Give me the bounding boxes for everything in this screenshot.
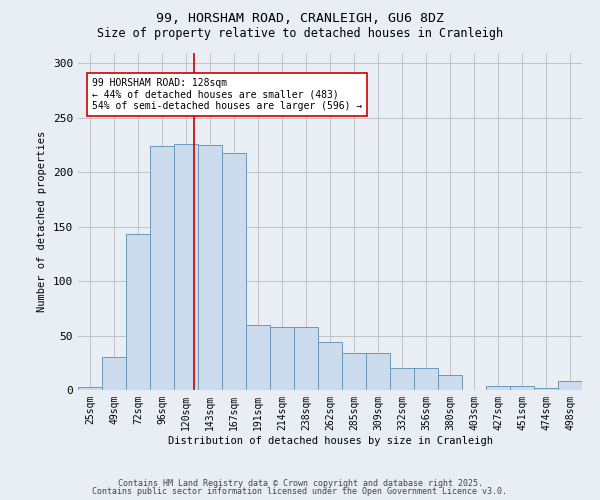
Text: Size of property relative to detached houses in Cranleigh: Size of property relative to detached ho…: [97, 28, 503, 40]
Text: 99 HORSHAM ROAD: 128sqm
← 44% of detached houses are smaller (483)
54% of semi-d: 99 HORSHAM ROAD: 128sqm ← 44% of detache…: [92, 78, 362, 110]
X-axis label: Distribution of detached houses by size in Cranleigh: Distribution of detached houses by size …: [167, 436, 493, 446]
Bar: [294, 327, 318, 390]
Bar: [558, 382, 582, 390]
Bar: [342, 353, 366, 390]
Text: Contains public sector information licensed under the Open Government Licence v3: Contains public sector information licen…: [92, 487, 508, 496]
Bar: [510, 386, 534, 390]
Bar: [534, 388, 558, 390]
Bar: [366, 353, 390, 390]
Bar: [390, 368, 414, 390]
Bar: [318, 342, 342, 390]
Y-axis label: Number of detached properties: Number of detached properties: [37, 130, 47, 312]
Bar: [222, 152, 246, 390]
Text: Contains HM Land Registry data © Crown copyright and database right 2025.: Contains HM Land Registry data © Crown c…: [118, 478, 482, 488]
Bar: [486, 386, 510, 390]
Bar: [102, 358, 126, 390]
Text: 99, HORSHAM ROAD, CRANLEIGH, GU6 8DZ: 99, HORSHAM ROAD, CRANLEIGH, GU6 8DZ: [156, 12, 444, 26]
Bar: [270, 327, 294, 390]
Bar: [246, 324, 270, 390]
Bar: [198, 145, 222, 390]
Bar: [174, 144, 198, 390]
Bar: [78, 386, 102, 390]
Bar: [414, 368, 438, 390]
Bar: [438, 375, 462, 390]
Bar: [150, 146, 174, 390]
Bar: [126, 234, 150, 390]
